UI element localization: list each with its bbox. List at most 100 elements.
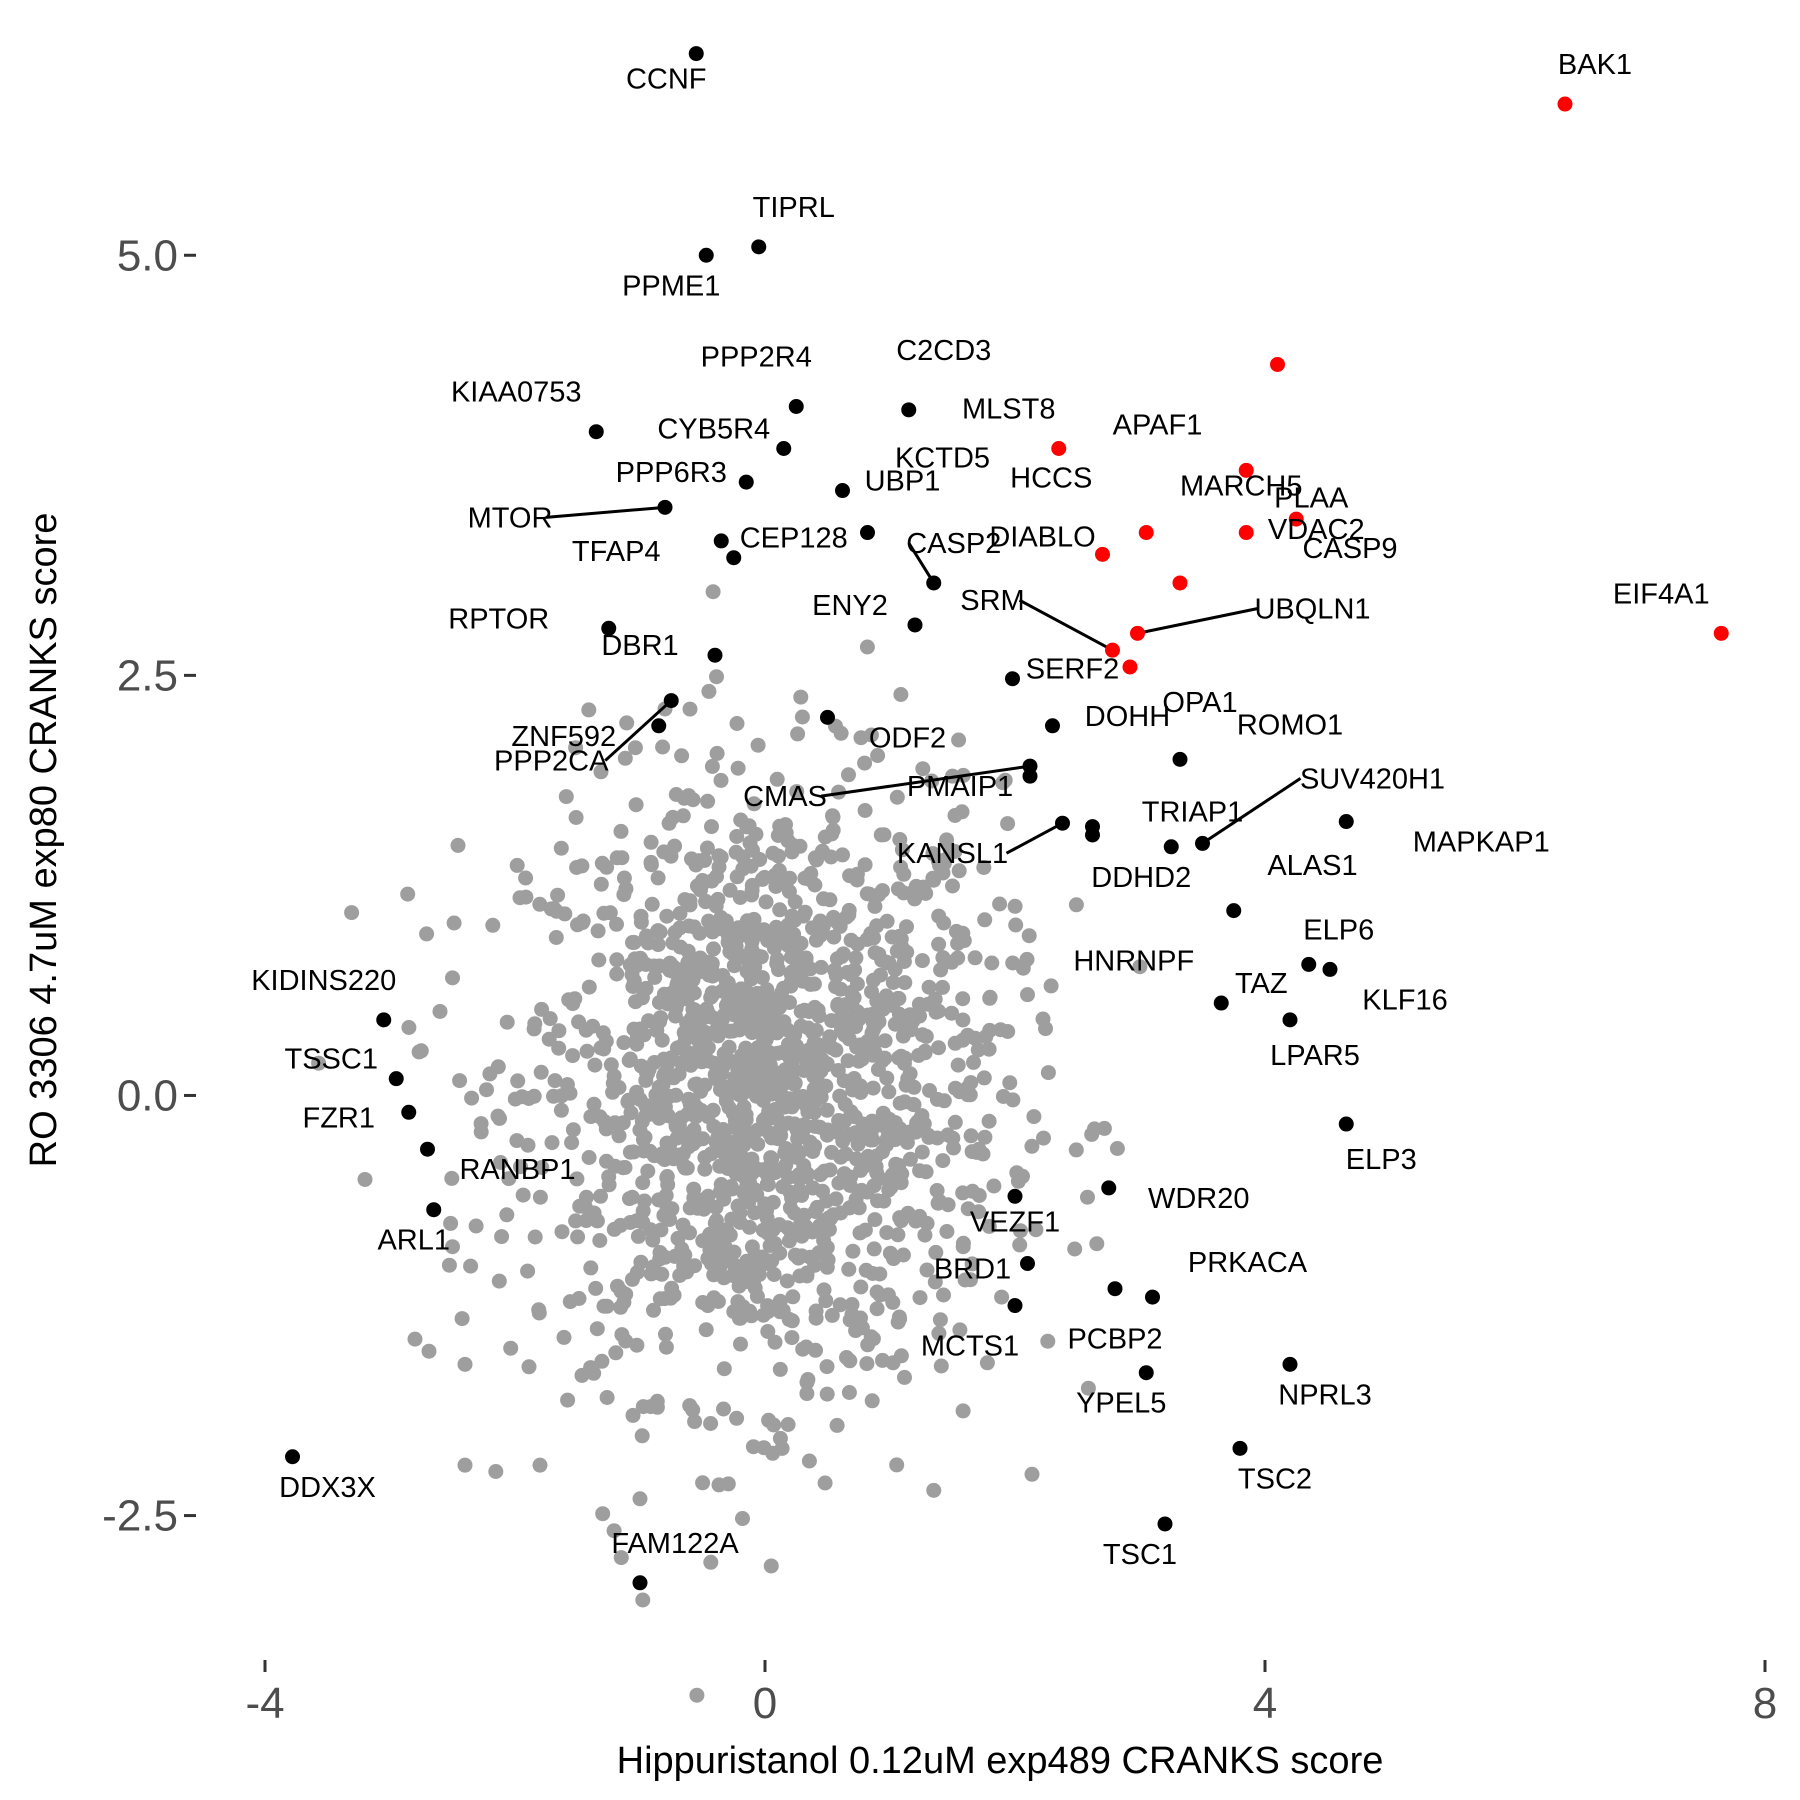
point-tfap4 (713, 533, 729, 549)
background-point (579, 1043, 595, 1059)
background-point (533, 1064, 549, 1080)
background-point (957, 1272, 973, 1288)
background-point (732, 1205, 748, 1221)
background-point (521, 1359, 537, 1375)
background-point (936, 1287, 951, 1303)
background-point (650, 870, 666, 886)
background-point (767, 1236, 783, 1251)
background-point (832, 1297, 848, 1313)
background-point (1026, 1109, 1042, 1125)
point-label-mlst8: MLST8 (962, 394, 1055, 426)
background-point (616, 887, 632, 903)
background-point (794, 1248, 810, 1264)
background-point (581, 979, 597, 995)
background-point (702, 1242, 718, 1258)
point-label-mapkap1: MAPKAP1 (1413, 827, 1550, 859)
background-point (609, 916, 624, 932)
background-point (457, 1356, 473, 1372)
background-point (596, 905, 612, 921)
point-vezf1 (1007, 1188, 1023, 1204)
point-tiprl (751, 239, 767, 255)
background-point (622, 1144, 638, 1160)
background-point (629, 1264, 645, 1280)
point-arl1 (426, 1202, 442, 1218)
background-point (963, 1128, 979, 1144)
background-point (781, 884, 797, 899)
background-point (560, 1392, 576, 1408)
point-label-kansl1: KANSL1 (897, 838, 1008, 870)
background-point (614, 1327, 630, 1343)
background-point (565, 1122, 581, 1138)
background-point (926, 1482, 942, 1498)
background-point (730, 760, 746, 776)
background-point (515, 1187, 531, 1203)
background-point (1002, 1075, 1018, 1091)
background-point (917, 1227, 933, 1243)
background-point (729, 869, 745, 885)
background-point (709, 745, 725, 761)
background-point (656, 1051, 672, 1067)
background-point (771, 1087, 787, 1103)
background-point (643, 1266, 659, 1282)
label-leader-lines (545, 505, 1302, 855)
background-point (488, 1464, 504, 1479)
background-point (921, 1129, 937, 1145)
background-point (493, 1155, 508, 1170)
background-point (757, 869, 772, 885)
point-ppp2r4 (788, 398, 804, 414)
point-label-suv420h1: SUV420H1 (1300, 763, 1445, 795)
leader-line-suv420h1 (1201, 777, 1302, 845)
background-point (799, 1386, 815, 1402)
background-point (659, 908, 675, 924)
point-label-eny2: ENY2 (812, 590, 888, 622)
background-point (648, 1087, 664, 1103)
background-point (520, 1263, 536, 1279)
background-point (893, 687, 909, 702)
point-tsc1 (1157, 1516, 1173, 1532)
background-point (848, 1323, 864, 1339)
background-point (993, 1022, 1009, 1038)
background-point (527, 1229, 543, 1245)
background-point (658, 1187, 674, 1203)
background-point (867, 945, 883, 961)
background-point (742, 1219, 757, 1235)
background-point (982, 990, 998, 1006)
background-point (819, 1239, 835, 1255)
background-point (599, 1390, 615, 1405)
background-point (640, 1163, 656, 1179)
background-point (674, 748, 690, 764)
background-point (633, 908, 649, 924)
background-point (616, 870, 632, 886)
background-point (821, 1222, 837, 1237)
point-taz (1213, 995, 1229, 1011)
point-label-fam122a: FAM122A (611, 1528, 739, 1560)
background-point (445, 970, 460, 986)
background-point (1028, 1222, 1044, 1238)
background-point (695, 1131, 711, 1147)
background-point (843, 932, 859, 948)
point-cmas (1022, 758, 1038, 774)
background-point (952, 1322, 968, 1338)
background-point (616, 1035, 632, 1051)
background-point (518, 870, 534, 886)
background-point (713, 772, 729, 788)
point-hnrnpf (1226, 903, 1242, 919)
background-point (547, 1073, 563, 1089)
background-point (1015, 1168, 1030, 1184)
background-point (879, 913, 895, 929)
background-point (819, 1259, 835, 1275)
background-point (841, 1261, 857, 1277)
point-label-ubp1: UBP1 (865, 466, 941, 498)
background-point (731, 1022, 747, 1038)
background-point (892, 1011, 908, 1026)
background-point (1038, 1021, 1053, 1037)
background-point (624, 1189, 640, 1205)
background-point (542, 1011, 558, 1027)
background-point (743, 858, 759, 874)
background-point (562, 1294, 578, 1310)
background-point (722, 1053, 738, 1069)
background-point (935, 1153, 951, 1169)
background-point (780, 918, 796, 933)
background-point (634, 1428, 650, 1444)
background-point (588, 1280, 604, 1296)
